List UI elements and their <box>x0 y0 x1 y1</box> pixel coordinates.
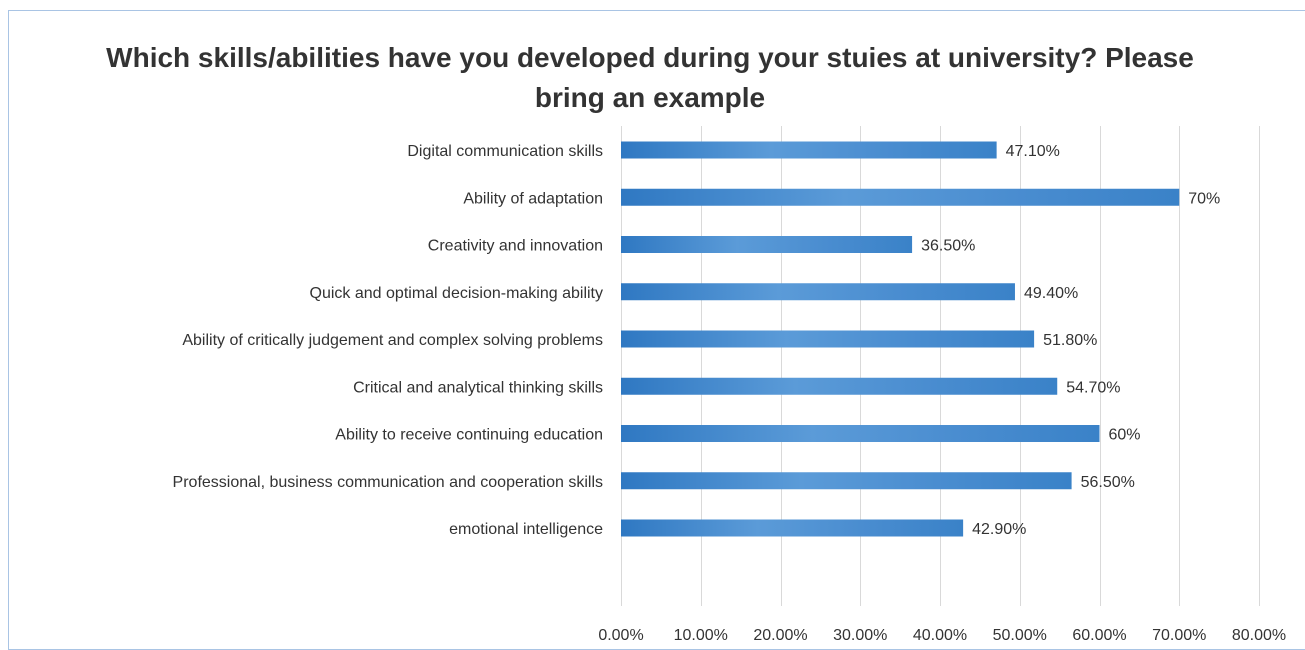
x-tick-label: 50.00% <box>993 627 1047 644</box>
category-label: Creativity and innovation <box>428 238 603 255</box>
bar <box>621 236 913 253</box>
x-axis-tick-labels: 0.00% 10.00% 20.00% 30.00% 40.00% 50.00% 60.00… <box>598 627 1286 644</box>
bar <box>621 141 997 159</box>
x-tick-label: 10.00% <box>674 627 728 644</box>
bar <box>621 472 1072 490</box>
data-label: 42.90% <box>972 521 1026 538</box>
category-labels: Digital communication skills Ability of a… <box>173 143 604 538</box>
category-label: Professional, business communication and… <box>173 474 603 491</box>
bar <box>621 188 1180 206</box>
x-tick-label: 60.00% <box>1072 627 1126 644</box>
data-label: 47.10% <box>1006 143 1060 160</box>
category-label: Quick and optimal decision-making abilit… <box>310 285 603 302</box>
chart-title: Which skills/abilities have you develope… <box>106 42 1194 113</box>
x-tick-label: 40.00% <box>913 627 967 644</box>
data-labels: 47.10% 70% 36.50% 49.40% 51.80% 54.70% 60% 56.5… <box>921 143 1220 538</box>
data-label: 49.40% <box>1024 285 1078 302</box>
bars <box>621 141 1180 537</box>
bar <box>621 425 1100 442</box>
x-tick-label: 80.00% <box>1232 627 1286 644</box>
x-tick-label: 30.00% <box>833 627 887 644</box>
category-label: emotional intelligence <box>449 521 603 538</box>
category-label: Ability of adaptation <box>463 190 603 207</box>
bar <box>621 283 1015 301</box>
bar <box>621 330 1035 348</box>
bar <box>621 377 1058 395</box>
data-label: 36.50% <box>921 238 975 255</box>
category-label: Digital communication skills <box>407 143 603 160</box>
category-label: Ability to receive continuing education <box>335 427 603 444</box>
x-tick-label: 70.00% <box>1152 627 1206 644</box>
data-label: 60% <box>1109 427 1141 444</box>
x-tick-label: 20.00% <box>753 627 807 644</box>
data-label: 56.50% <box>1081 474 1135 491</box>
data-label: 51.80% <box>1043 332 1097 349</box>
x-tick-label: 0.00% <box>598 627 643 644</box>
category-label: Ability of critically judgement and comp… <box>182 332 603 349</box>
data-label: 54.70% <box>1066 379 1120 396</box>
category-label: Critical and analytical thinking skills <box>353 379 603 396</box>
data-label: 70% <box>1188 190 1220 207</box>
bar <box>621 519 964 537</box>
